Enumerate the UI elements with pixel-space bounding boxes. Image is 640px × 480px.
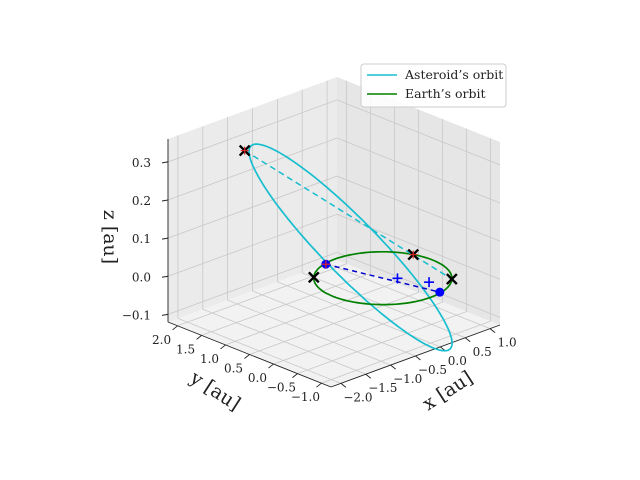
asteroid-aphelion-red-plus	[240, 146, 249, 155]
y-tick-5	[196, 335, 202, 340]
node-1-red-plus	[321, 260, 330, 269]
z-tick-label-3: 0.2	[132, 194, 151, 208]
z-tick-3	[161, 199, 169, 202]
x-tick-label-0: −2.0	[343, 390, 372, 404]
y-tick-4	[220, 344, 226, 350]
x-tick-1	[365, 373, 372, 379]
z-tick-label-1: 0.0	[132, 270, 151, 284]
y-tick-label-5: 1.5	[176, 342, 195, 356]
y-tick-label-3: 0.5	[224, 362, 243, 376]
tick-labels: −2.0−1.5−1.0−0.50.00.51.0−1.0−0.50.00.51…	[122, 156, 517, 404]
x-tick-5	[464, 337, 471, 343]
z-tick-label-0: −0.1	[122, 308, 151, 322]
y-tick-label-2: 0.0	[248, 371, 267, 385]
legend: Asteroid’s orbit Earth’s orbit	[360, 63, 507, 108]
x-tick-3	[415, 355, 421, 361]
y-tick-3	[244, 354, 250, 359]
x-tick-0	[340, 383, 347, 388]
x-tick-label-1: −1.5	[368, 381, 397, 395]
legend-earth-label: Earth’s orbit	[405, 86, 486, 101]
y-tick-label-4: 1.0	[200, 352, 219, 366]
plus-2-plus-marker	[424, 277, 435, 288]
earth-orbit-line	[312, 250, 453, 306]
x-tick-label-6: 1.0	[498, 336, 517, 350]
grid-z-2	[167, 175, 501, 242]
plus-1-plus-marker	[392, 273, 403, 284]
y-tick-label-6: 2.0	[152, 333, 171, 347]
y-tick-label-1: −0.5	[267, 381, 296, 395]
grid-z-4	[167, 99, 501, 166]
x-tick-2	[390, 364, 396, 370]
grid-z-0	[167, 251, 501, 318]
grid-z-3	[167, 137, 501, 204]
z-axis-label: z [au]	[99, 210, 121, 264]
x-tick-label-5: 0.5	[473, 345, 492, 359]
y-tick-2	[268, 363, 274, 369]
y-tick-1	[292, 373, 298, 378]
z-tick-1	[161, 275, 169, 278]
nodes-line	[325, 263, 440, 293]
earth-marker-1-x-marker	[307, 271, 320, 284]
z-tick-2	[161, 237, 169, 240]
axis-panes	[168, 77, 500, 387]
z-tick-4	[161, 161, 169, 164]
y-tick-0	[316, 382, 322, 388]
z-tick-0	[161, 313, 169, 316]
asteroid-orbit-line	[248, 143, 453, 352]
x-tick-label-3: −0.5	[418, 363, 447, 377]
y-tick-label-0: −1.0	[291, 390, 320, 404]
grid-lines	[167, 80, 501, 384]
z-tick-label-2: 0.1	[132, 232, 151, 246]
earth-marker-2-red-plus	[409, 250, 418, 259]
legend-frame	[360, 63, 507, 108]
grid-z-1	[167, 213, 501, 280]
legend-asteroid-label: Asteroid’s orbit	[404, 67, 503, 82]
asteroid-perihelion-x-marker	[445, 273, 458, 285]
node-2-dot-marker	[435, 287, 445, 297]
y-tick-6	[172, 325, 178, 331]
x-tick-label-4: 0.0	[448, 354, 467, 368]
x-tick-6	[489, 328, 496, 333]
plot-markers	[238, 144, 458, 297]
z-tick-label-4: 0.3	[132, 156, 151, 170]
x-tick-label-2: −1.0	[393, 372, 422, 386]
